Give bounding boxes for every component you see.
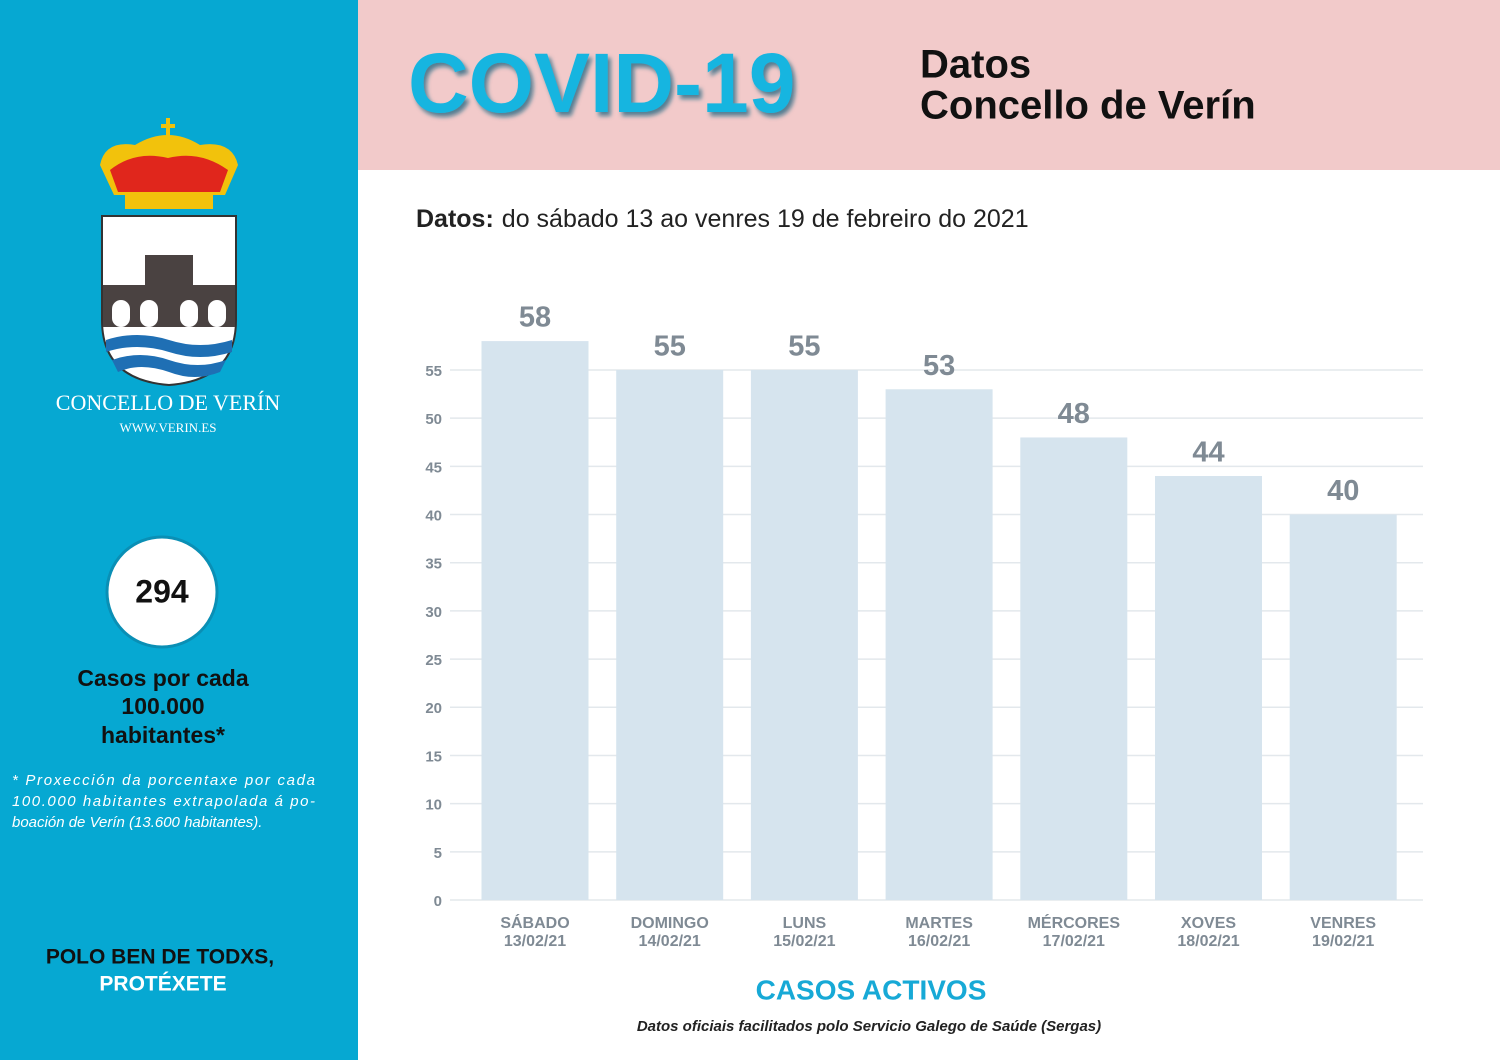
note: * Proxección da porcentaxe por cada (12, 772, 315, 789)
x-tick-date: 14/02/21 (639, 933, 701, 950)
subtitle-text: do sábado 13 ao venres 19 de febreiro do… (502, 205, 1029, 233)
x-tick-label: VENRES (1310, 915, 1376, 932)
header (358, 0, 1500, 170)
rate-circle (105, 535, 219, 649)
coat-of-arms (100, 118, 238, 387)
x-tick-date: 17/02/21 (1043, 933, 1105, 950)
source: Datos oficiais facilitados polo Servicio… (637, 1018, 1101, 1035)
x-tick-label: LUNS (783, 915, 827, 932)
x-tick-label: DOMINGO (631, 915, 709, 932)
note: 100.000 habitantes extrapolada á po- (12, 793, 315, 810)
y-tick-label: 35 (425, 556, 442, 573)
y-tick-label: 40 (425, 508, 442, 525)
value-label: 40 (1327, 475, 1359, 507)
subtitle-bold: Datos: (416, 205, 494, 233)
x-tick-date: 18/02/21 (1177, 933, 1239, 950)
value-label: 53 (923, 350, 955, 382)
title: COVID-19 (408, 36, 795, 130)
chart-subtitle: Datos: do sábado 13 ao venres 19 de febre… (416, 205, 1029, 233)
rate-label: habitantes* (101, 722, 225, 748)
y-tick-label: 55 (425, 363, 442, 380)
value-label: 55 (788, 331, 820, 363)
y-tick-label: 5 (434, 845, 442, 862)
y-tick-label: 10 (425, 797, 442, 814)
x-axis-label: CASOS ACTIVOS (756, 974, 987, 1005)
bar (616, 370, 724, 900)
y-tick-label: 50 (425, 411, 442, 428)
value-label: 58 (519, 302, 551, 334)
y-tick-label: 30 (425, 604, 442, 621)
slogan: PROTÉXETE (99, 973, 226, 996)
rate-label: Casos por cada (77, 665, 248, 691)
bar (1020, 437, 1128, 900)
y-tick-label: 15 (425, 748, 442, 765)
bar (481, 341, 589, 900)
header-line: Concello de Verín (920, 84, 1256, 128)
bar (1289, 514, 1397, 900)
y-tick-label: 20 (425, 700, 442, 717)
value-label: 55 (654, 331, 686, 363)
x-tick-label: SÁBADO (500, 913, 569, 932)
rate: 294 (135, 573, 189, 609)
org-name: CONCELLO DE VERÍN (56, 390, 281, 415)
x-tick-date: 19/02/21 (1312, 933, 1374, 950)
bar (885, 389, 993, 900)
x-tick-date: 15/02/21 (773, 933, 835, 950)
value-label: 48 (1058, 398, 1090, 430)
website: WWW.VERIN.ES (119, 420, 216, 435)
value-label: 44 (1192, 437, 1224, 469)
rate-label: 100.000 (121, 693, 204, 719)
y-tick-label: 45 (425, 459, 442, 476)
y-tick-label: 0 (434, 893, 442, 910)
y-tick-label: 25 (425, 652, 442, 669)
bar (750, 370, 858, 900)
note: boación de Verín (13.600 habitantes). (12, 814, 262, 831)
x-tick-date: 13/02/21 (504, 933, 566, 950)
slogan: POLO BEN DE TODXS, (46, 946, 274, 969)
x-tick-label: XOVES (1181, 915, 1236, 932)
x-tick-label: MARTES (905, 915, 973, 932)
bar (1155, 476, 1262, 900)
x-tick-label: MÉRCORES (1028, 913, 1121, 932)
x-tick-date: 16/02/21 (908, 933, 970, 950)
header-line: Datos (920, 43, 1031, 87)
